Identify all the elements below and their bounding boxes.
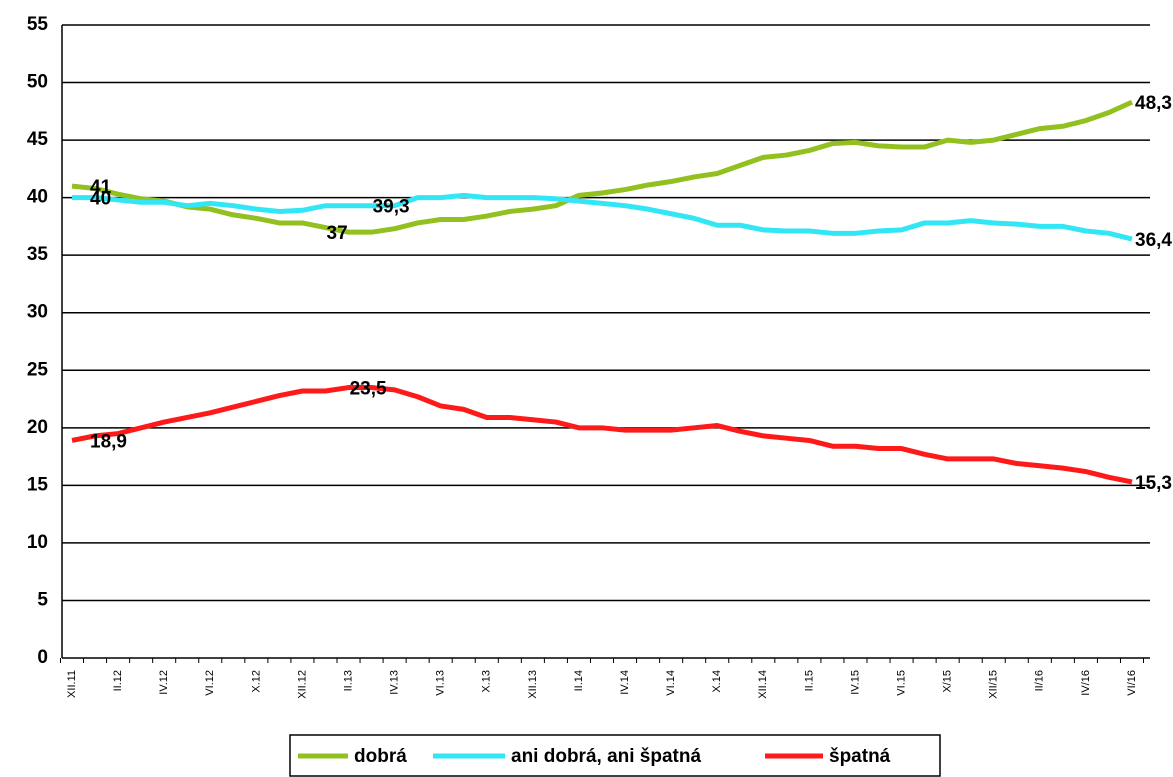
y-tick-label: 15 — [27, 474, 49, 495]
y-tick-label: 25 — [27, 359, 49, 380]
x-tick-label: XII.11 — [66, 670, 78, 698]
x-tick-label: IV.14 — [619, 670, 631, 695]
data-label: 40 — [90, 189, 111, 210]
data-label: 39,3 — [373, 197, 410, 218]
legend-label: špatná — [829, 746, 891, 767]
y-tick-label: 5 — [37, 589, 48, 610]
series-line — [71, 99, 1134, 235]
x-tick-label: VI/16 — [1126, 670, 1138, 696]
y-tick-label: 20 — [27, 417, 48, 438]
y-tick-label: 35 — [27, 244, 49, 265]
x-tick-label: VI.13 — [435, 670, 447, 696]
data-label: 48,3 — [1135, 93, 1172, 114]
x-tick-label: XII.14 — [757, 670, 769, 699]
data-label: 23,5 — [350, 379, 387, 400]
x-tick-label: II.12 — [112, 670, 124, 691]
y-tick-label: 10 — [27, 532, 48, 553]
x-tick-label: VI.15 — [895, 670, 907, 696]
legend-box — [289, 734, 941, 777]
data-label: 18,9 — [90, 431, 127, 452]
y-tick-label: 55 — [27, 14, 49, 35]
data-label: 15,3 — [1135, 473, 1172, 494]
x-tick-label: X.14 — [711, 670, 723, 693]
x-tick-label: IV.15 — [849, 670, 861, 695]
x-tick-label: XII/15 — [988, 670, 1000, 699]
x-tick-label: X/15 — [942, 670, 954, 693]
x-tick-label: II/16 — [1034, 670, 1046, 691]
legend-label: ani dobrá, ani špatná — [511, 746, 701, 767]
x-tick-label: IV/16 — [1080, 670, 1092, 696]
x-tick-label: II.14 — [573, 670, 585, 691]
y-tick-label: 0 — [37, 647, 48, 668]
series-line — [72, 192, 1133, 242]
x-tick-label: VI.14 — [665, 670, 677, 696]
x-tick-label: II.15 — [803, 670, 815, 691]
x-tick-label: X.13 — [481, 670, 493, 693]
x-tick-label: II.13 — [342, 670, 354, 691]
data-label: 41 — [90, 177, 112, 198]
data-label: 36,4 — [1135, 230, 1172, 251]
x-tick-label: X.12 — [250, 670, 262, 693]
y-tick-label: 30 — [27, 302, 48, 323]
x-tick-label: VI.12 — [204, 670, 216, 696]
y-tick-label: 40 — [27, 187, 48, 208]
x-tick-label: IV.13 — [389, 670, 401, 695]
y-tick-label: 50 — [27, 72, 48, 93]
x-tick-label: XII.13 — [527, 670, 539, 699]
data-label: 37 — [327, 223, 348, 244]
y-tick-label: 45 — [27, 129, 49, 150]
x-tick-label: IV.12 — [158, 670, 170, 695]
legend: dobrá ani dobrá, ani špatná špatná — [289, 734, 941, 777]
x-tick-label: XII.12 — [296, 670, 308, 699]
legend-label: dobrá — [354, 746, 407, 767]
series-line — [71, 385, 1133, 485]
